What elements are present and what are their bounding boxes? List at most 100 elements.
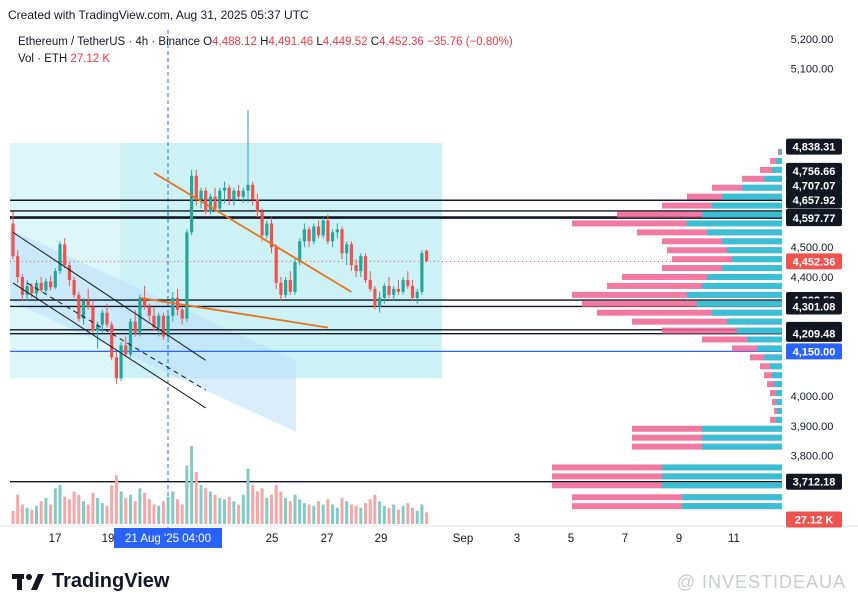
candle-body	[16, 256, 20, 277]
volume-bar	[190, 446, 194, 524]
channel-line	[26, 282, 206, 391]
volume-bar	[72, 491, 76, 524]
volume-profile-bar-cyan	[722, 193, 782, 200]
candle-body	[227, 187, 231, 200]
volume-profile-bar-cyan	[707, 274, 782, 280]
price-label-box	[786, 162, 842, 179]
y-tick-label: 4,400.00	[791, 272, 834, 284]
volume-profile-bar	[632, 318, 782, 325]
candle-body	[316, 226, 321, 236]
candle-body	[208, 196, 212, 212]
volume-bar	[364, 503, 367, 524]
volume-profile-bar-cyan	[776, 416, 782, 423]
volume-bar	[227, 496, 231, 524]
symbol-label: Ethereum / TetherUS · 4h · Binance	[18, 36, 200, 48]
volume-profile-bar-cyan	[697, 300, 782, 307]
volume-profile-bar	[607, 282, 782, 289]
volume-profile-bar-cyan	[776, 390, 782, 397]
candle-body	[420, 253, 424, 292]
candle-body	[39, 282, 43, 291]
volume-bar	[246, 468, 250, 524]
price-label: 4,756.66	[793, 166, 836, 178]
candle-body	[321, 220, 325, 236]
y-tick-label: 4,000.00	[791, 391, 834, 403]
volume-bar	[302, 503, 306, 524]
price-label: 3,712.18	[793, 477, 836, 489]
volume-profile-bar-cyan	[707, 229, 782, 236]
candle-body	[274, 247, 278, 283]
candle-body	[382, 285, 386, 298]
volume-legend: Vol · ETH 27.12 K	[18, 53, 110, 65]
y-tick-label: 5,100.00	[791, 64, 834, 76]
candle-body	[307, 229, 311, 242]
candle-body	[373, 288, 377, 307]
candle-body	[190, 175, 194, 233]
candle-body	[284, 279, 288, 295]
candle-body	[222, 187, 227, 191]
y-tick-label: 3,800.00	[791, 451, 834, 463]
x-tick-label: 9	[676, 533, 682, 545]
price-label-box	[786, 253, 842, 270]
candle-body	[415, 291, 419, 298]
candle-body	[298, 241, 302, 263]
volume-bar	[382, 505, 386, 524]
candle-body	[100, 312, 104, 325]
volume-bar	[218, 498, 222, 524]
price-label-box	[786, 298, 842, 315]
volume-bar	[345, 501, 349, 524]
volume-bar	[401, 505, 405, 524]
price-label: 4,301.08	[793, 301, 836, 313]
volume-bar	[30, 509, 34, 524]
volume-bar	[208, 491, 212, 524]
candle-body	[410, 285, 415, 298]
volume-profile-bar	[582, 300, 782, 307]
candle-body	[279, 282, 283, 295]
volume-value: 27.12 K	[70, 53, 111, 65]
candle-body	[171, 297, 175, 316]
volume-bar	[185, 465, 189, 524]
candle-body	[246, 184, 250, 191]
volume-bar	[86, 504, 90, 524]
volume-bar	[199, 485, 203, 524]
candle-body	[58, 244, 62, 272]
price-label: 4,452.36	[793, 256, 836, 268]
volume-bar	[49, 504, 53, 524]
volume-bar	[152, 504, 156, 524]
candle-body	[147, 306, 151, 316]
volume-profile-bar-cyan	[757, 345, 782, 352]
volume-profile-bar-cyan	[712, 202, 782, 209]
volume-profile-bar-cyan	[776, 157, 782, 164]
candle-body	[218, 190, 222, 209]
volume-profile-bar	[742, 175, 782, 182]
volume-bar	[119, 491, 123, 524]
tradingview-logo[interactable]: TradingView	[12, 570, 169, 593]
price-chart[interactable]: 5,200.00 5,100.00 4,500.00 4,400.00 4,000.00…	[0, 0, 858, 552]
volume-bar	[166, 496, 170, 524]
candle-body	[213, 196, 217, 209]
volume-profile-bar	[760, 166, 782, 173]
volume-bar	[241, 494, 245, 524]
created-with-text: Created with TradingView.com, Aug 31, 20…	[8, 8, 309, 22]
candle-body	[81, 300, 86, 319]
volume-bar	[312, 505, 316, 524]
volume-profile-bar-cyan	[780, 149, 782, 156]
x-tick-label: 7	[622, 533, 628, 545]
candle-body	[354, 265, 358, 272]
candle-body	[105, 312, 109, 325]
volume-profile-bar-cyan	[732, 256, 782, 263]
volume-bar	[270, 494, 273, 524]
candle-body	[166, 315, 170, 337]
candle-body	[406, 279, 410, 286]
high-label: H	[260, 36, 269, 48]
volume-bar	[180, 504, 184, 524]
candle-body	[368, 279, 372, 289]
volume-bar	[232, 501, 236, 524]
volume-profile-bar-cyan	[682, 494, 782, 501]
y-tick-label: 4,500.00	[791, 242, 834, 254]
candle-body	[232, 190, 236, 200]
volume-bar	[133, 501, 137, 524]
volume-bar	[58, 485, 62, 524]
volume-profile-bar	[597, 309, 782, 316]
volume-profile-bar	[572, 291, 782, 298]
candle-body	[194, 175, 198, 200]
